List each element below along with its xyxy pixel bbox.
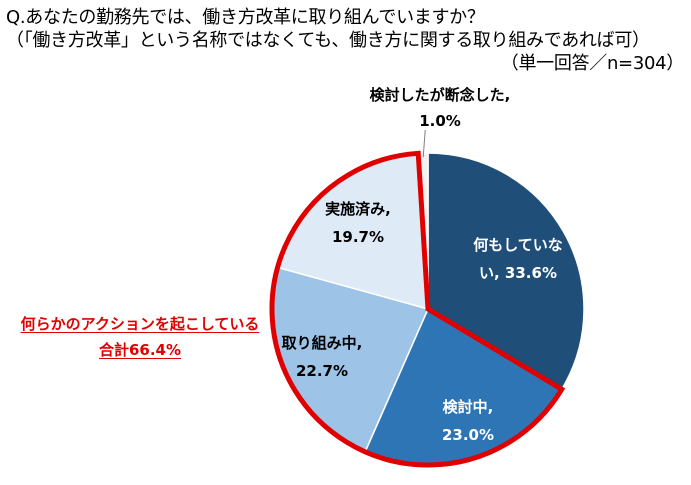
- slice-label-0-line-1: い, 33.6%: [479, 264, 557, 282]
- slice-label-3-line-1: 19.7%: [332, 228, 384, 246]
- slice-label-2-line-1: 22.7%: [296, 362, 348, 380]
- slice-label-3-line-0: 実施済み,: [325, 200, 391, 218]
- slice-label-0-line-0: 何もしていな: [473, 236, 563, 254]
- slice-label-4-line-0: 検討したが断念した,: [370, 86, 511, 104]
- highlight-outline: [269, 150, 566, 468]
- sample-info: （単一回答／n=304）: [500, 53, 685, 74]
- slice-label-1-line-1: 23.0%: [442, 426, 494, 444]
- highlight-callout: 何らかのアクションを起こしている 合計66.4%: [20, 311, 260, 363]
- callout-total: 合計66.4%: [98, 341, 182, 359]
- question-title: Q.あなたの勤務先では、働き方改革に取り組んでいますか？ （「働き方改革」という…: [6, 6, 686, 75]
- leader-line: [422, 129, 426, 158]
- slice-label-2-line-0: 取り組み中,: [282, 334, 363, 352]
- callout-line-1: 何らかのアクションを起こしている: [20, 315, 260, 333]
- question-line-2: （「働き方改革」という名称ではなくても、働き方に関する取り組みであれば可）: [6, 30, 650, 51]
- slice-label-1-line-0: 検討中,: [443, 398, 494, 416]
- question-line-1: Q.あなたの勤務先では、働き方改革に取り組んでいますか？: [6, 7, 485, 28]
- slice-label-4-line-1: 1.0%: [419, 112, 461, 130]
